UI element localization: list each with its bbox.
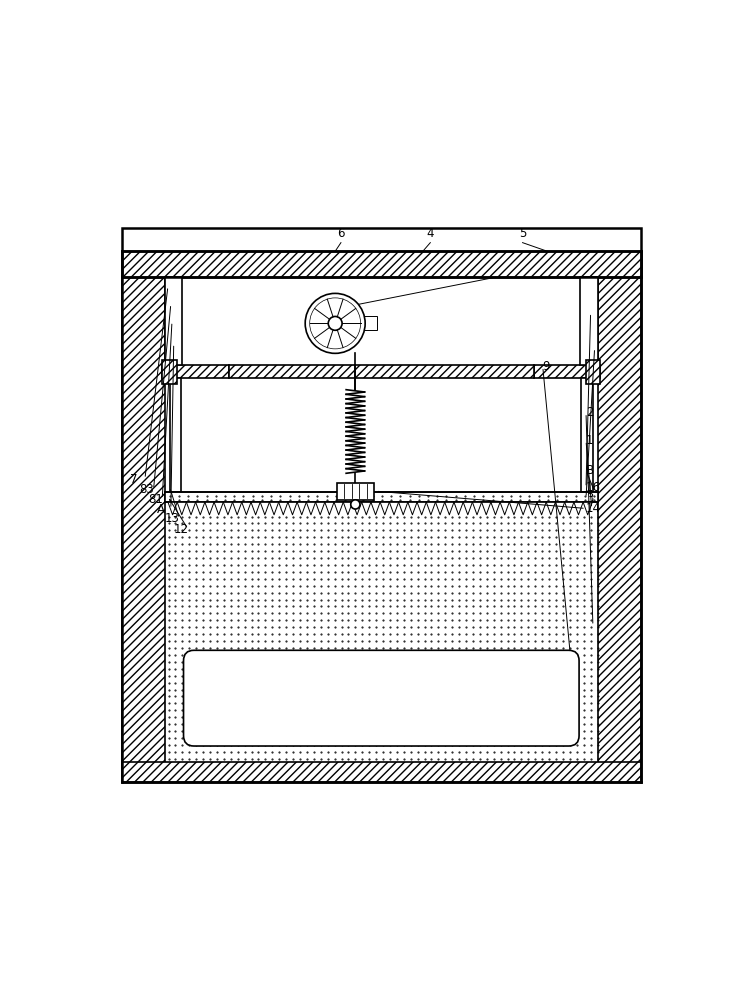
Polygon shape <box>426 502 435 515</box>
Bar <box>336 483 374 500</box>
Polygon shape <box>510 502 519 515</box>
Bar <box>580 277 597 365</box>
Polygon shape <box>362 502 371 515</box>
Text: B: B <box>586 464 594 477</box>
Polygon shape <box>307 502 315 515</box>
Bar <box>581 378 593 492</box>
Circle shape <box>328 316 342 330</box>
Polygon shape <box>481 502 491 515</box>
Text: 3: 3 <box>586 492 594 505</box>
Polygon shape <box>519 502 527 515</box>
Bar <box>165 277 597 365</box>
Circle shape <box>350 500 360 509</box>
Polygon shape <box>242 502 251 515</box>
Polygon shape <box>325 502 334 515</box>
Polygon shape <box>371 502 380 515</box>
Polygon shape <box>223 502 233 515</box>
Polygon shape <box>408 502 417 515</box>
Bar <box>586 360 600 384</box>
Bar <box>228 365 534 378</box>
Polygon shape <box>574 502 583 515</box>
Polygon shape <box>343 502 353 515</box>
Polygon shape <box>168 502 177 515</box>
Bar <box>122 277 165 782</box>
Bar <box>534 365 600 378</box>
Text: 7: 7 <box>130 473 138 486</box>
Polygon shape <box>233 502 242 515</box>
Text: 12: 12 <box>174 523 189 536</box>
Polygon shape <box>500 502 510 515</box>
Bar <box>162 365 228 378</box>
Text: A: A <box>156 503 164 516</box>
Text: 16: 16 <box>586 481 601 494</box>
Polygon shape <box>214 502 223 515</box>
Text: 13: 13 <box>165 512 180 525</box>
Text: 1: 1 <box>586 434 594 447</box>
Polygon shape <box>269 502 279 515</box>
Bar <box>165 277 182 365</box>
Polygon shape <box>380 502 389 515</box>
Polygon shape <box>288 502 297 515</box>
Polygon shape <box>445 502 454 515</box>
Bar <box>597 277 641 782</box>
Polygon shape <box>565 502 574 515</box>
Text: 4: 4 <box>426 227 434 240</box>
Polygon shape <box>417 502 426 515</box>
Polygon shape <box>187 502 196 515</box>
Text: 6: 6 <box>337 227 344 240</box>
Polygon shape <box>260 502 269 515</box>
Polygon shape <box>389 502 399 515</box>
Text: 5: 5 <box>519 227 526 240</box>
Polygon shape <box>315 502 325 515</box>
Bar <box>170 378 182 492</box>
Polygon shape <box>546 502 556 515</box>
Polygon shape <box>177 502 187 515</box>
Polygon shape <box>279 502 288 515</box>
Polygon shape <box>556 502 565 515</box>
Polygon shape <box>454 502 464 515</box>
Bar <box>122 251 641 277</box>
Polygon shape <box>435 502 445 515</box>
Bar <box>122 762 641 782</box>
Bar <box>162 360 176 384</box>
FancyBboxPatch shape <box>184 650 579 746</box>
Polygon shape <box>491 502 500 515</box>
Bar <box>364 316 376 330</box>
Text: 2: 2 <box>586 406 594 419</box>
Polygon shape <box>251 502 260 515</box>
Text: 81: 81 <box>148 493 163 506</box>
Polygon shape <box>464 502 472 515</box>
Polygon shape <box>527 502 537 515</box>
Text: 9: 9 <box>543 360 551 373</box>
Polygon shape <box>297 502 307 515</box>
Polygon shape <box>334 502 343 515</box>
Polygon shape <box>537 502 546 515</box>
Polygon shape <box>205 502 214 515</box>
Bar <box>165 378 597 492</box>
Polygon shape <box>583 502 592 515</box>
Polygon shape <box>399 502 408 515</box>
Circle shape <box>305 293 365 353</box>
Polygon shape <box>472 502 481 515</box>
Circle shape <box>310 298 361 349</box>
Text: 14: 14 <box>586 502 601 515</box>
Polygon shape <box>196 502 205 515</box>
Bar <box>165 492 597 502</box>
Polygon shape <box>353 502 362 515</box>
Text: 83: 83 <box>139 483 154 496</box>
